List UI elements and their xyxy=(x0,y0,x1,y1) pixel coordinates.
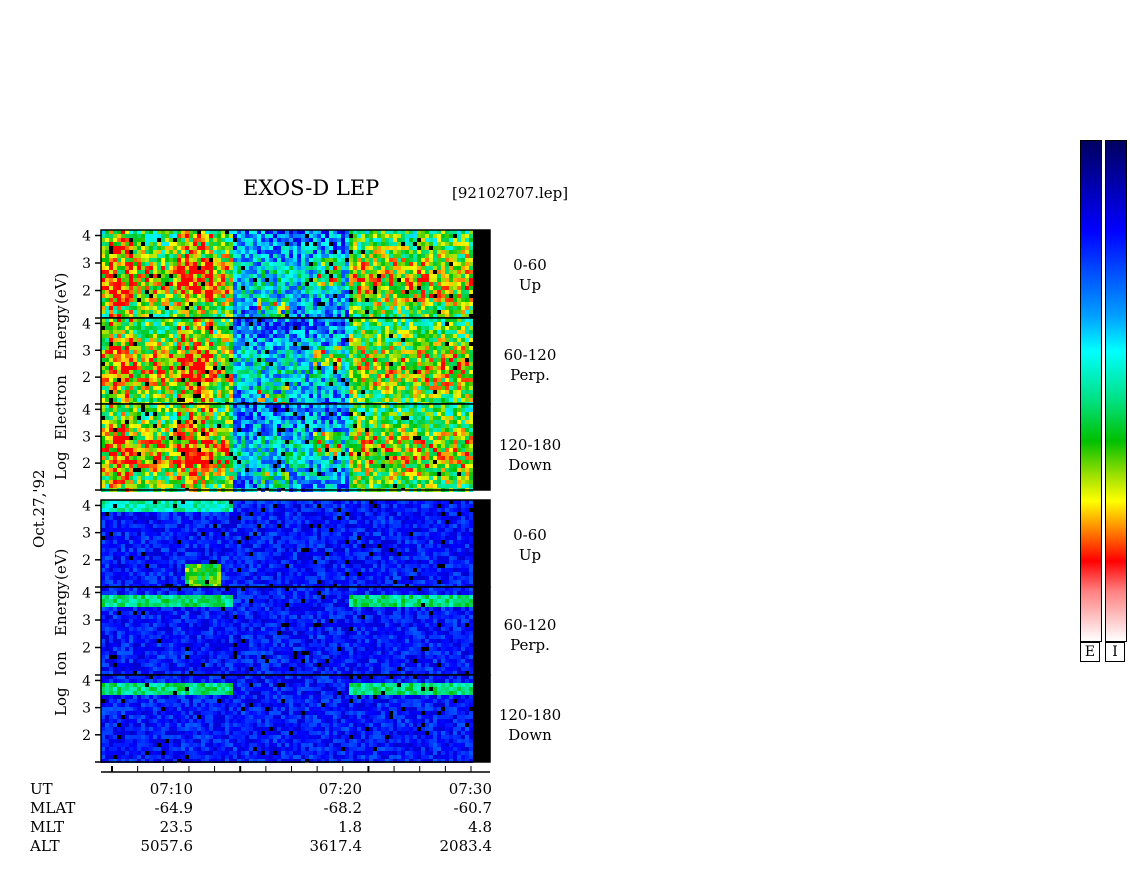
y-tick-label: 3 xyxy=(82,429,91,445)
y-tick-label: 2 xyxy=(82,728,91,744)
y-tick-label: 3 xyxy=(82,256,91,272)
y-tick-label: 2 xyxy=(82,370,91,386)
y-tick-label: 2 xyxy=(82,641,91,657)
y-tick-label: 4 xyxy=(82,229,91,245)
y-tick-label: 4 xyxy=(82,402,91,418)
y-tick-label: 3 xyxy=(82,613,91,629)
panel-cells xyxy=(101,587,473,675)
ylabel-electron-log: Log xyxy=(52,451,70,480)
y-tick-label: 3 xyxy=(82,526,91,542)
y-tick-label: 4 xyxy=(82,586,91,602)
colorbar-electron-label: E xyxy=(1080,642,1100,662)
y-tick-label: 4 xyxy=(82,316,91,332)
date-label: Oct.27,'92 xyxy=(30,469,48,548)
footer-labels: UT MLAT MLT ALT xyxy=(30,780,76,855)
ylabel-ion-log: Log xyxy=(52,687,70,716)
footer-col-2: 07:20 -68.2 1.8 3617.4 xyxy=(309,780,363,855)
colorbar-ion xyxy=(1105,140,1127,642)
pitch-label-i-down: 120-180 Down xyxy=(498,706,562,744)
pitch-label-e-perp: 60-120 Perp. xyxy=(503,346,557,384)
file-name: [92102707.lep] xyxy=(452,184,569,202)
pitch-label-e-up: 0-60 Up xyxy=(513,256,547,294)
y-tick-label: 3 xyxy=(82,343,91,359)
panel-frame xyxy=(100,674,491,763)
y-tick-label: 3 xyxy=(82,701,91,717)
ylabel-electron-energy: Energy xyxy=(52,305,70,360)
colorbar-electron xyxy=(1080,140,1102,642)
panel-cells xyxy=(101,500,473,588)
footer-col-1: 07:10 -64.9 23.5 5057.6 xyxy=(140,780,194,855)
y-tick-label: 2 xyxy=(82,553,91,569)
ylabel-electron-unit: (eV) xyxy=(52,272,70,304)
ylabel-ion-energy: Energy xyxy=(52,581,70,636)
panel-cells xyxy=(101,318,473,406)
pitch-label-e-down: 120-180 Down xyxy=(498,436,562,474)
ylabel-ion-species: Ion xyxy=(52,651,70,676)
footer-col-3: 07:30 -60.7 4.8 2083.4 xyxy=(439,780,493,855)
panel-cells xyxy=(101,675,473,763)
pitch-label-i-up: 0-60 Up xyxy=(513,526,547,564)
ylabel-electron-species: Electron xyxy=(52,375,70,440)
chart-title: EXOS-D LEP xyxy=(243,176,380,200)
y-tick-label: 2 xyxy=(82,456,91,472)
panel-cells xyxy=(101,404,473,492)
pitch-label-i-perp: 60-120 Perp. xyxy=(503,616,557,654)
y-tick-label: 2 xyxy=(82,284,91,300)
ylabel-ion-unit: (eV) xyxy=(52,548,70,580)
panel-frame xyxy=(100,403,491,491)
panel-cells xyxy=(101,230,473,318)
y-tick-label: 4 xyxy=(82,498,91,514)
colorbar-ion-label: I xyxy=(1105,642,1125,662)
y-tick-label: 4 xyxy=(82,673,91,689)
